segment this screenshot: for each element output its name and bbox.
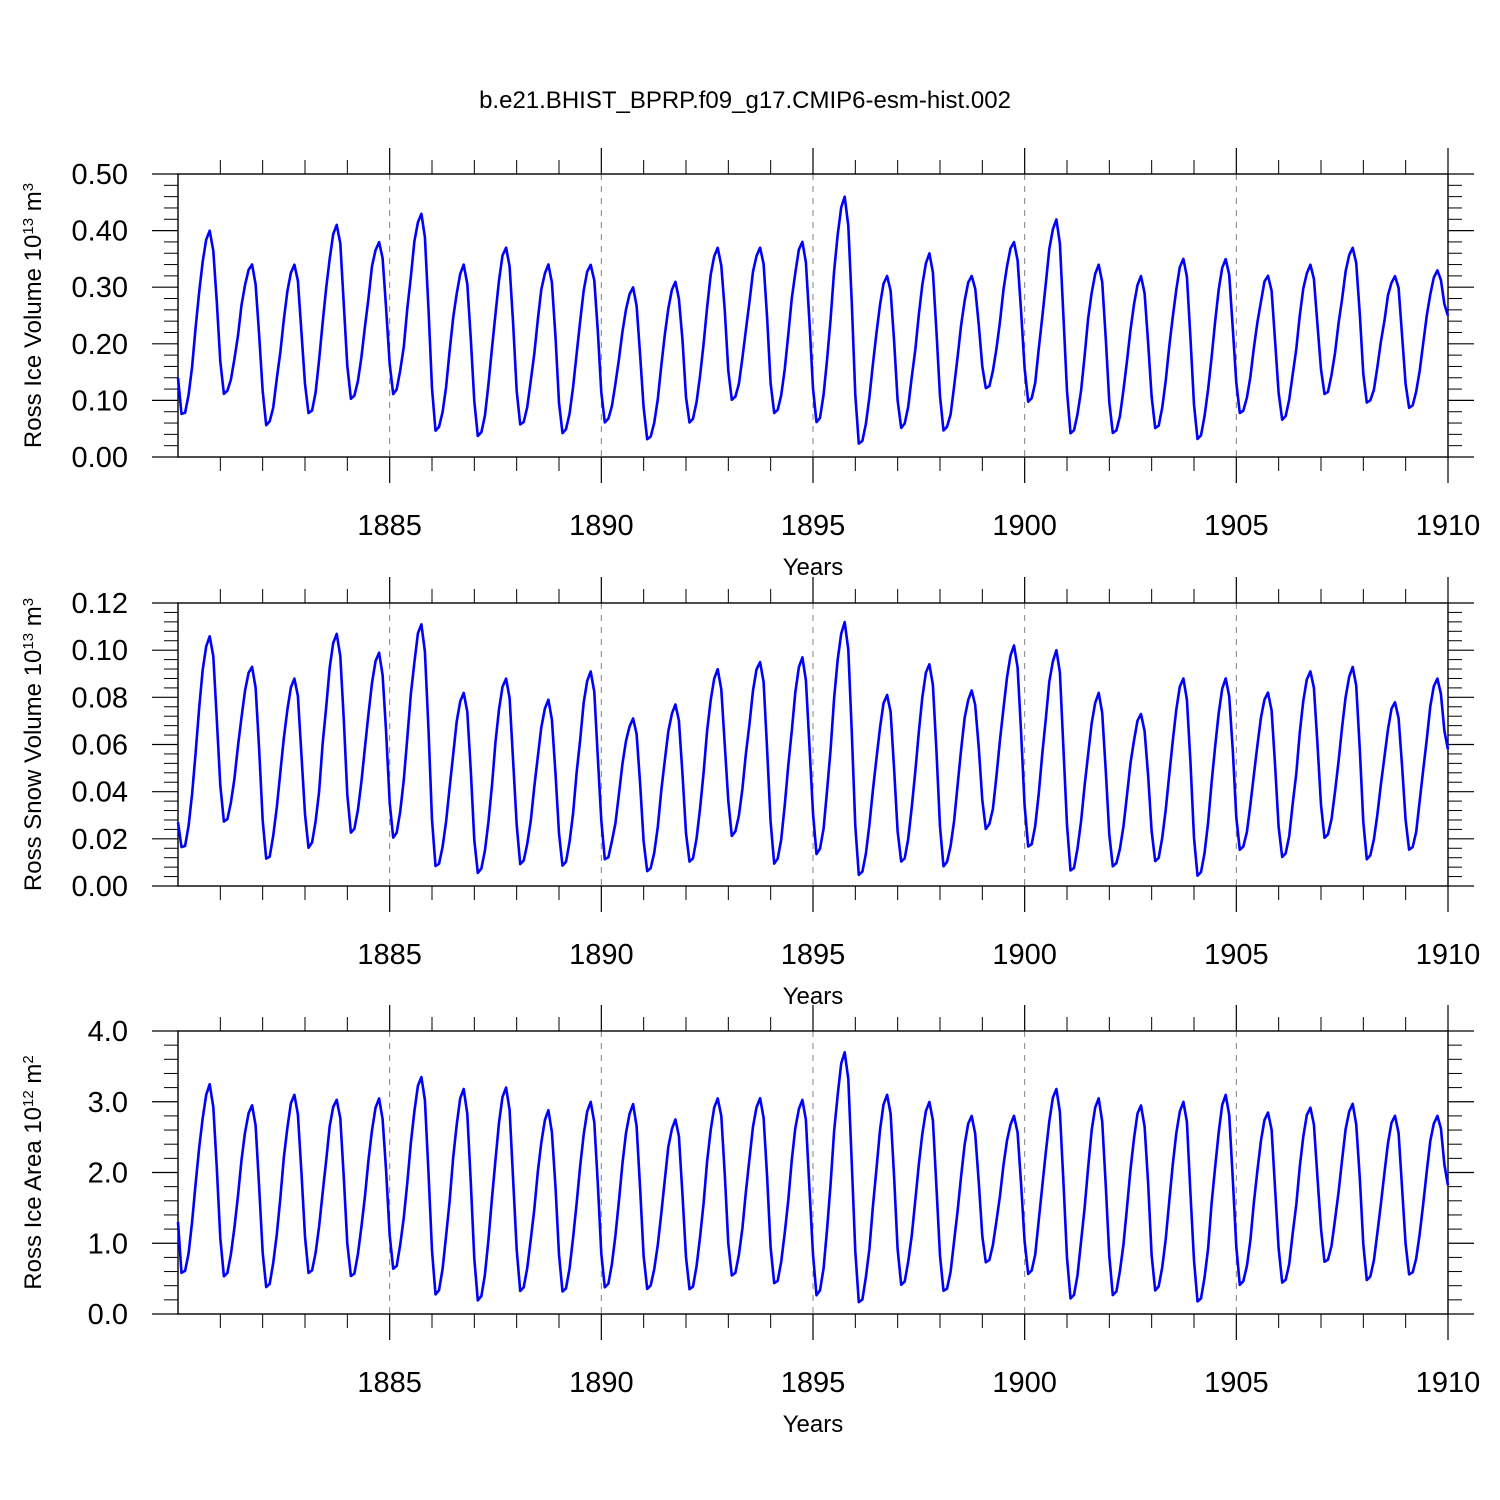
x-tick-label: 1885 xyxy=(357,939,422,971)
x-tick-label: 1885 xyxy=(357,510,422,542)
chart-panel-ross-snow-volume: 0.00 0.02 0.04 0.06 0.08 0.10 0.12 1885 1890 1895… xyxy=(20,577,1481,1010)
x-tick-label: 1890 xyxy=(569,939,634,971)
y-tick-label: 0.02 xyxy=(72,824,128,856)
x-tick-label: 1905 xyxy=(1204,510,1269,542)
y-tick-label: 0.40 xyxy=(72,216,128,248)
y-tick-label: 4.0 xyxy=(88,1016,128,1048)
x-axis-title: Years xyxy=(783,1411,844,1438)
x-tick-label: 1910 xyxy=(1416,939,1481,971)
y-tick-label: 0.50 xyxy=(72,159,128,191)
x-tick-label: 1885 xyxy=(357,1367,422,1399)
y-tick-label: 0.00 xyxy=(72,871,128,903)
y-tick-label: 0.04 xyxy=(72,777,128,809)
y-tick-label: 1.0 xyxy=(88,1228,128,1260)
y-axis-title: Ross Ice Area 1012 m2 xyxy=(20,1055,48,1289)
y-tick-label: 0.06 xyxy=(72,730,128,762)
x-tick-label: 1900 xyxy=(992,1367,1057,1399)
chart-panel-ross-ice-area: 0.0 1.0 2.0 3.0 4.0 1885 1890 1895 1900 1905 1910 Y… xyxy=(20,1005,1481,1438)
y-tick-label: 0.30 xyxy=(72,272,128,304)
y-tick-label: 0.08 xyxy=(72,682,128,714)
y-tick-label: 0.20 xyxy=(72,329,128,361)
y-tick-label: 0.10 xyxy=(72,385,128,417)
y-tick-label: 0.0 xyxy=(88,1299,128,1331)
y-tick-label: 3.0 xyxy=(88,1087,128,1119)
series-line-ross-snow-volume xyxy=(176,620,1450,877)
x-tick-label: 1900 xyxy=(992,939,1057,971)
figure-title: b.e21.BHIST_BPRP.f09_g17.CMIP6-esm-hist.… xyxy=(479,87,1011,114)
x-tick-label: 1890 xyxy=(569,510,634,542)
y-tick-label: 2.0 xyxy=(88,1158,128,1190)
y-axis-title: Ross Snow Volume 1013 m3 xyxy=(20,598,48,891)
x-tick-label: 1905 xyxy=(1204,1367,1269,1399)
x-tick-label: 1900 xyxy=(992,510,1057,542)
panels: 0.00 0.10 0.20 0.30 0.40 0.50 1885 1890 1895 1900… xyxy=(20,148,1481,1438)
x-tick-label: 1910 xyxy=(1416,510,1481,542)
x-tick-label: 1890 xyxy=(569,1367,634,1399)
chart-panel-ross-ice-volume: 0.00 0.10 0.20 0.30 0.40 0.50 1885 1890 1895 1900… xyxy=(20,148,1481,581)
x-tick-label: 1895 xyxy=(781,510,846,542)
y-tick-label: 0.10 xyxy=(72,635,128,667)
y-tick-label: 0.12 xyxy=(72,588,128,620)
x-tick-label: 1895 xyxy=(781,1367,846,1399)
x-tick-label: 1910 xyxy=(1416,1367,1481,1399)
x-tick-label: 1905 xyxy=(1204,939,1269,971)
x-axis-title: Years xyxy=(783,554,844,581)
y-axis-title: Ross Ice Volume 1013 m3 xyxy=(20,183,48,448)
y-tick-label: 0.00 xyxy=(72,442,128,474)
series-line-ross-ice-area xyxy=(176,1051,1450,1304)
series-line-ross-ice-volume xyxy=(176,195,1450,445)
x-tick-label: 1895 xyxy=(781,939,846,971)
